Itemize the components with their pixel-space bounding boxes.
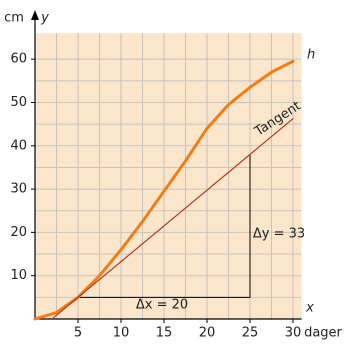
x-tick-label: 30 (285, 326, 302, 341)
series-label: h (307, 48, 315, 63)
slope-triangle (78, 154, 251, 298)
y-axis-arrow (31, 10, 39, 20)
series-line (51, 118, 294, 320)
y-tick-label: 30 (10, 182, 27, 197)
x-tick-label: 25 (242, 326, 259, 341)
x-tick-label: 20 (199, 326, 216, 341)
x-tick-label: 15 (156, 326, 173, 341)
y-tick-label: 50 (10, 95, 27, 110)
dy-label: Δy = 33 (253, 227, 305, 242)
x-label: x (305, 301, 314, 316)
y-tick-label: 10 (10, 268, 27, 283)
y-tick-label: 40 (10, 138, 27, 153)
y-tick-label: 60 (10, 52, 27, 67)
x-tick-label: 5 (74, 326, 82, 341)
y-label: y (40, 11, 49, 26)
x-tick-label: 10 (113, 326, 130, 341)
x-unit: dager (304, 326, 342, 341)
y-tick-label: 20 (10, 225, 27, 240)
dx-label: Δx = 20 (136, 298, 188, 313)
y-unit: cm (4, 11, 24, 26)
